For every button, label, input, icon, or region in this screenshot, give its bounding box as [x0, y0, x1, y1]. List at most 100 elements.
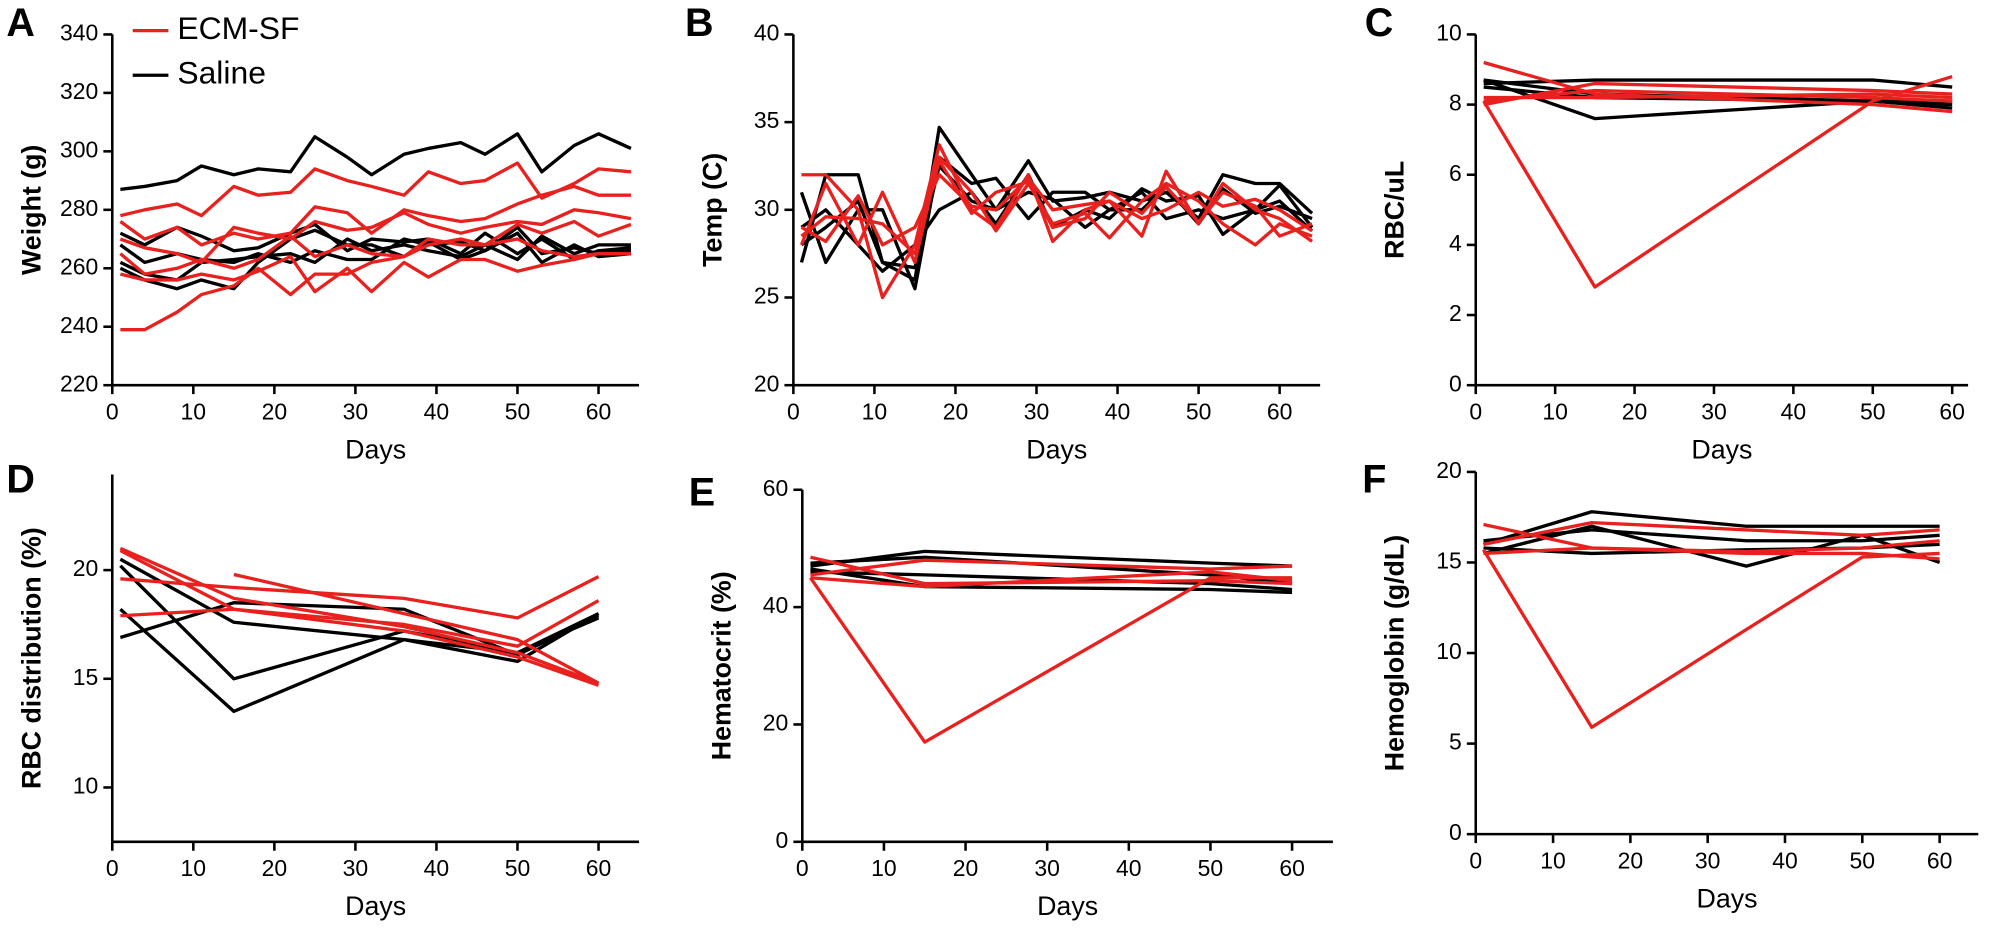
- x-tick-label: 40: [424, 855, 450, 881]
- y-tick-label: 20: [73, 555, 99, 581]
- x-tick-label: 30: [343, 398, 369, 424]
- x-tick-label: 40: [1105, 398, 1131, 424]
- series-line: [119, 219, 632, 276]
- x-tick-label: 50: [1186, 398, 1212, 424]
- y-tick-label: 2: [1449, 300, 1462, 326]
- series-line: [1482, 548, 1940, 729]
- y-tick-label: 40: [763, 592, 789, 618]
- series-line: [1483, 78, 1953, 89]
- x-axis-label: Days: [1026, 435, 1087, 465]
- x-axis-label: Days: [345, 891, 406, 921]
- x-axis-label: Days: [1037, 891, 1098, 921]
- x-tick-label: 60: [1279, 855, 1305, 881]
- y-tick-label: 0: [1449, 370, 1462, 396]
- series-line: [800, 173, 1313, 247]
- y-axis-label: Hemoglobin (g/dL): [1380, 535, 1410, 771]
- series-line: [1482, 74, 1953, 289]
- x-tick-label: 0: [1469, 398, 1482, 424]
- panel: F 0 5 10 15 20 0 10 20 30 40 50 60 Days Hemoglobin (g/…: [1362, 457, 1979, 914]
- x-tick-label: 50: [1850, 847, 1876, 873]
- panel: A 220 240 260 280 300 320 340 0 10 20 30 40 50 60 Days W…: [6, 1, 640, 465]
- y-tick-label: 10: [1436, 638, 1462, 664]
- x-tick-label: 20: [953, 855, 979, 881]
- x-tick-label: 20: [262, 398, 288, 424]
- series-line: [119, 161, 632, 218]
- panel: D 10 15 20 0 10 20 30 40 50 60 Days RBC distribution…: [6, 458, 640, 921]
- series-line: [119, 549, 600, 687]
- y-tick-label: 60: [763, 475, 789, 501]
- y-axis-label: RBC/uL: [1380, 161, 1410, 259]
- x-tick-label: 40: [1781, 398, 1807, 424]
- y-tick-label: 10: [73, 773, 99, 799]
- x-tick-label: 0: [106, 398, 119, 424]
- x-tick-label: 50: [505, 398, 531, 424]
- x-tick-label: 20: [1618, 847, 1644, 873]
- y-tick-label: 340: [60, 19, 98, 45]
- x-tick-label: 30: [1695, 847, 1721, 873]
- y-tick-label: 220: [60, 370, 98, 396]
- x-tick-label: 40: [424, 398, 450, 424]
- series-line: [1483, 528, 1940, 543]
- panel: C 0 2 4 6 8 10 0 10 20 30 40 50 60 Days RBC/uL: [1365, 1, 1969, 465]
- y-tick-label: 280: [60, 195, 98, 221]
- y-tick-label: 240: [60, 312, 98, 338]
- x-tick-label: 30: [1701, 398, 1727, 424]
- y-axis-label: RBC distribution (%): [16, 527, 46, 789]
- series-line: [799, 155, 1314, 291]
- x-tick-label: 50: [1860, 398, 1886, 424]
- x-tick-label: 10: [181, 398, 207, 424]
- x-tick-label: 0: [796, 855, 809, 881]
- series-line: [119, 252, 631, 294]
- y-tick-label: 15: [1436, 548, 1462, 574]
- y-tick-label: 260: [60, 253, 98, 279]
- y-tick-label: 6: [1449, 160, 1462, 186]
- series-line: [1483, 81, 1953, 107]
- series-line: [800, 164, 1313, 270]
- x-tick-label: 20: [1622, 398, 1648, 424]
- legend-label: ECM-SF: [177, 10, 299, 46]
- x-tick-label: 10: [1540, 847, 1566, 873]
- series-line: [120, 575, 600, 620]
- x-tick-label: 0: [787, 398, 800, 424]
- series-line: [810, 558, 1293, 577]
- series-line: [119, 601, 600, 657]
- series-line: [119, 222, 632, 262]
- series-line: [119, 184, 631, 247]
- series-line: [810, 555, 1293, 586]
- series-line: [801, 143, 1313, 300]
- series-line: [119, 228, 632, 291]
- series-line: [1483, 78, 1953, 103]
- panel-letter: F: [1362, 458, 1386, 502]
- y-tick-label: 0: [776, 827, 789, 853]
- x-tick-label: 40: [1772, 847, 1798, 873]
- panel-letter: A: [6, 1, 35, 45]
- x-tick-label: 0: [106, 855, 119, 881]
- series-line: [800, 159, 1313, 256]
- y-tick-label: 300: [60, 136, 98, 162]
- series-line: [1482, 510, 1940, 546]
- panel-letter: D: [6, 458, 35, 502]
- legend-label: Saline: [177, 55, 266, 91]
- series-line: [120, 599, 600, 648]
- panel: E 0 20 40 60 0 10 20 30 40 50 60 Days Hematocrit (%): [689, 470, 1333, 921]
- series-line: [119, 546, 600, 685]
- series-line: [1483, 88, 1953, 103]
- x-tick-label: 60: [586, 855, 612, 881]
- x-tick-label: 10: [871, 855, 897, 881]
- y-tick-label: 10: [1436, 19, 1462, 45]
- y-tick-label: 35: [754, 107, 780, 133]
- series-line: [119, 608, 600, 714]
- series-line: [1483, 78, 1953, 121]
- x-tick-label: 10: [181, 855, 207, 881]
- x-tick-label: 60: [1267, 398, 1293, 424]
- y-axis-label: Weight (g): [16, 145, 46, 275]
- y-tick-label: 25: [754, 283, 780, 309]
- y-tick-label: 40: [754, 19, 780, 45]
- x-tick-label: 10: [862, 398, 888, 424]
- x-tick-label: 60: [1927, 847, 1953, 873]
- panel-letter: B: [685, 1, 714, 45]
- series-line: [809, 576, 1293, 744]
- x-tick-label: 50: [505, 855, 531, 881]
